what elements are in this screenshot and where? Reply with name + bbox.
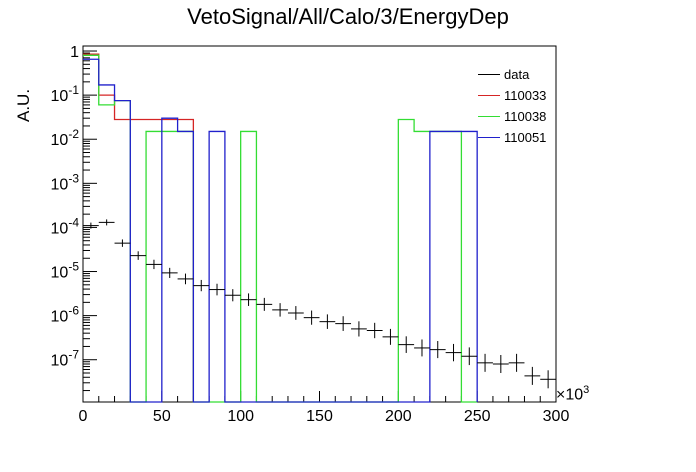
- legend-label-data: data: [504, 67, 529, 82]
- legend-line-110051: [478, 137, 500, 138]
- histogram-110038: [83, 55, 477, 402]
- legend-label-110033: 110033: [504, 88, 546, 103]
- legend-label-110051: 110051: [504, 130, 546, 145]
- x-tick-label: 50: [153, 408, 171, 425]
- legend-label-110038: 110038: [504, 109, 546, 124]
- y-tick-label: 10-2: [51, 127, 80, 149]
- legend: data 110033 110038 110051: [476, 64, 586, 148]
- legend-entry-110051: 110051: [476, 127, 586, 148]
- y-tick-label: 1: [70, 44, 79, 61]
- plot-area: 0 50 100 150 200 250 300 10-7 10-6 10-5 10-4 10-3 10…: [0, 0, 696, 472]
- legend-entry-110038: 110038: [476, 106, 586, 127]
- x-tick-label: 150: [306, 408, 333, 425]
- x-tick-label: 100: [227, 408, 254, 425]
- x-tick-label: 0: [79, 408, 88, 425]
- x-axis-multiplier-base: ×10: [556, 386, 583, 403]
- histogram-110033: [83, 54, 193, 402]
- legend-entry-110033: 110033: [476, 85, 586, 106]
- y-tick-label: 10-5: [51, 260, 80, 282]
- x-tick-label: 200: [385, 408, 412, 425]
- legend-entry-data: data: [476, 64, 586, 85]
- legend-line-data: [478, 74, 500, 75]
- histogram-110051: [83, 59, 477, 402]
- x-tick-label: 300: [543, 408, 570, 425]
- y-tick-label: 10-3: [51, 171, 80, 193]
- y-tick-label: 10-4: [51, 215, 80, 237]
- legend-line-110033: [478, 95, 500, 96]
- x-axis-multiplier: ×103: [556, 384, 589, 404]
- x-tick-label: 250: [464, 408, 491, 425]
- y-tick-label: 10-6: [51, 304, 80, 326]
- y-tick-label: 10-7: [51, 348, 80, 370]
- x-axis-multiplier-exponent: 3: [583, 384, 589, 396]
- legend-line-110038: [478, 116, 500, 117]
- y-tick-label: 10-1: [51, 83, 80, 105]
